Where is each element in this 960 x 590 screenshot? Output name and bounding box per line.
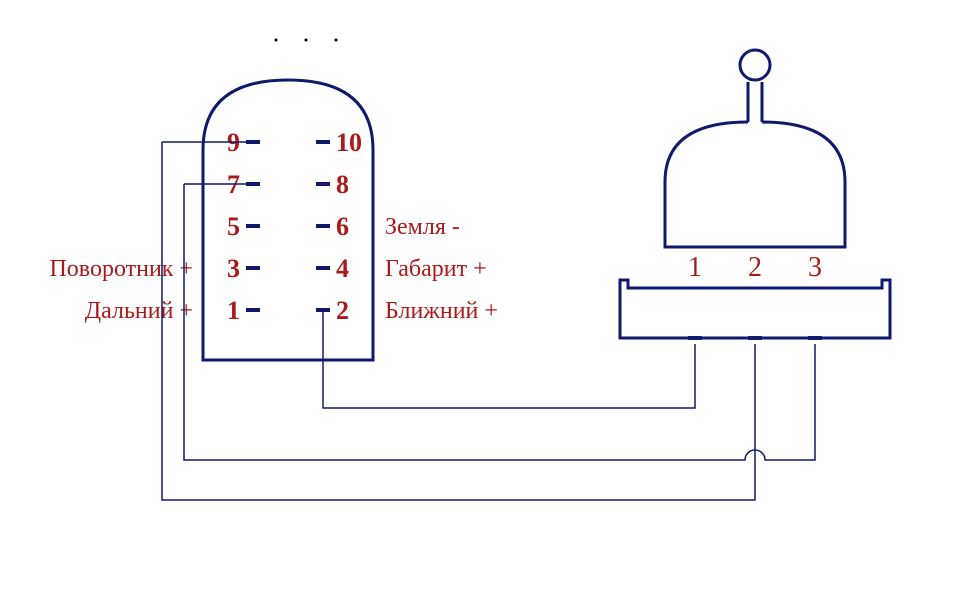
pin-10-label: 10 bbox=[336, 128, 362, 157]
pin-8-label: 8 bbox=[336, 170, 349, 199]
func-label: Земля - bbox=[385, 214, 460, 240]
pin-1-label: 1 bbox=[227, 296, 240, 325]
switch-terminal-3-label: 3 bbox=[808, 252, 822, 283]
pin-4-label: 4 bbox=[336, 254, 349, 283]
decor-dot bbox=[305, 39, 308, 42]
switch-terminal-2-label: 2 bbox=[748, 252, 762, 283]
pin-3-label: 3 bbox=[227, 254, 240, 283]
switch-bell bbox=[665, 122, 845, 247]
pin-6-label: 6 bbox=[336, 212, 349, 241]
decor-dot bbox=[275, 39, 278, 42]
decor-dot bbox=[335, 39, 338, 42]
pin-5-label: 5 bbox=[227, 212, 240, 241]
wire-pin7-term3 bbox=[184, 184, 815, 460]
func-label: Ближний + bbox=[385, 298, 498, 324]
func-label: Поворотник + bbox=[49, 256, 193, 282]
pin-2-label: 2 bbox=[336, 296, 349, 325]
wiring-diagram: 91078563412Земля -Поворотник +Габарит +Д… bbox=[0, 0, 960, 590]
switch-knob bbox=[740, 50, 770, 80]
func-label: Дальний + bbox=[85, 298, 193, 324]
switch-terminal-1-label: 1 bbox=[688, 252, 702, 283]
switch-base bbox=[620, 280, 890, 338]
func-label: Габарит + bbox=[385, 256, 487, 282]
wire-pin2-term1 bbox=[323, 322, 695, 408]
